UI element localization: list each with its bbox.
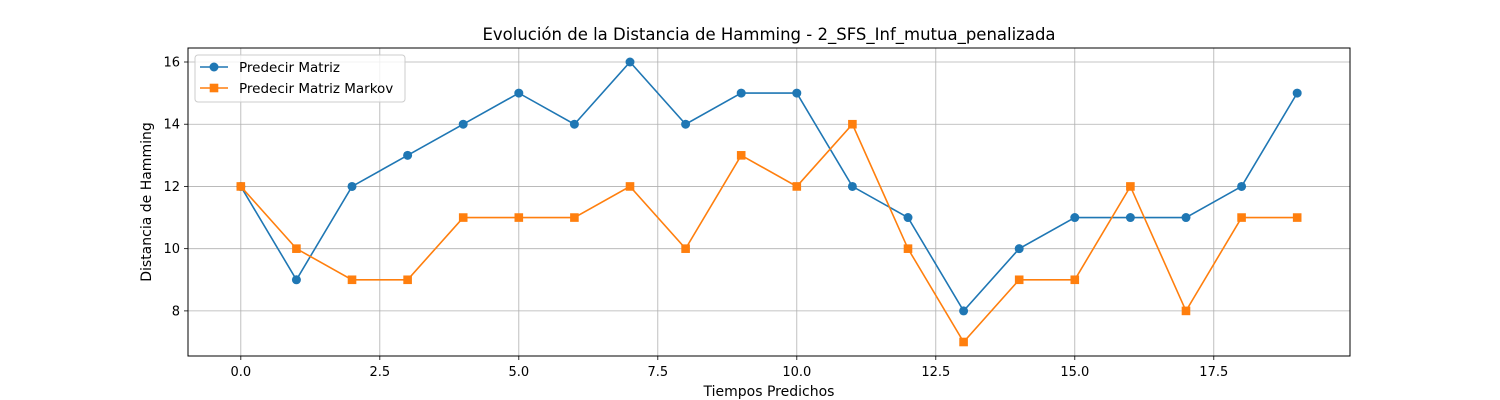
- data-point: [1237, 181, 1247, 191]
- data-point: [1014, 244, 1024, 254]
- data-point: [1292, 88, 1302, 98]
- data-point: [903, 213, 913, 223]
- x-axis-label: Tiempos Predichos: [703, 384, 835, 400]
- y-tick-label: 14: [163, 118, 180, 133]
- data-point: [1014, 275, 1024, 285]
- series-line: [240, 60, 1298, 313]
- legend-marker: [209, 62, 219, 72]
- x-tick-label: 10.0: [782, 365, 811, 380]
- data-point: [403, 275, 412, 285]
- y-tick-label: 16: [163, 56, 180, 71]
- series-1: [236, 57, 1302, 316]
- data-point: [736, 88, 746, 98]
- data-point: [1292, 213, 1302, 222]
- data-point: [292, 244, 301, 253]
- data-point: [959, 337, 968, 347]
- legend-item: Predecir Matriz: [200, 60, 340, 76]
- data-point: [514, 213, 524, 222]
- x-tick-label: 7.5: [647, 365, 668, 380]
- y-tick-label: 12: [163, 180, 180, 195]
- y-axis-label: Distancia de Hamming: [139, 122, 155, 282]
- data-point: [403, 150, 413, 160]
- data-point: [1126, 182, 1135, 191]
- data-point: [847, 181, 857, 191]
- data-point: [514, 88, 524, 98]
- data-point: [625, 57, 635, 67]
- x-tick-label: 2.5: [369, 365, 390, 380]
- legend-label: Predecir Matriz: [239, 60, 340, 76]
- data-point: [903, 244, 913, 253]
- data-point: [236, 182, 246, 191]
- data-point: [347, 181, 357, 191]
- series-2: [236, 119, 1302, 347]
- data-point: [1181, 306, 1191, 316]
- data-point: [736, 151, 746, 160]
- x-tick-label: 0.0: [230, 365, 251, 380]
- x-tick-label: 15.0: [1060, 365, 1089, 380]
- data-point: [848, 119, 857, 129]
- data-point: [625, 182, 635, 191]
- x-tick-label: 17.5: [1199, 365, 1228, 380]
- data-point: [1070, 213, 1080, 223]
- x-tick-label: 12.5: [921, 365, 950, 380]
- data-point: [569, 119, 579, 129]
- grid: [188, 48, 1350, 356]
- legend-marker: [209, 83, 219, 93]
- y-tick-label: 8: [172, 304, 180, 319]
- legend-label: Predecir Matriz Markov: [239, 81, 393, 97]
- x-tick-label: 5.0: [508, 365, 529, 380]
- series-layer: [236, 57, 1302, 347]
- plot-frame: [187, 47, 1351, 357]
- data-point: [570, 213, 579, 222]
- data-point: [681, 244, 690, 253]
- ticks: 0.0 2.5 5.0 7.5 10.0 12.5 15.0 17.5 8 10 12 14 16: [163, 56, 1228, 381]
- y-tick-label: 10: [163, 242, 180, 257]
- data-point: [1070, 275, 1080, 285]
- data-point: [458, 119, 468, 129]
- chart-title: Evolución de la Distancia de Hamming - 2…: [482, 25, 1055, 45]
- data-point: [291, 275, 301, 285]
- data-point: [1181, 213, 1191, 223]
- data-point: [792, 88, 802, 98]
- data-point: [1125, 213, 1135, 223]
- data-point: [959, 306, 969, 316]
- data-point: [347, 275, 357, 285]
- legend-item: Predecir Matriz Markov: [200, 81, 393, 97]
- data-point: [458, 213, 468, 222]
- data-point: [1237, 213, 1246, 222]
- legend-box: [194, 54, 406, 103]
- legend: Predecir Matriz Predecir Matriz Markov: [194, 54, 406, 103]
- series-line: [240, 122, 1298, 344]
- data-point: [681, 119, 691, 129]
- data-point: [792, 182, 802, 191]
